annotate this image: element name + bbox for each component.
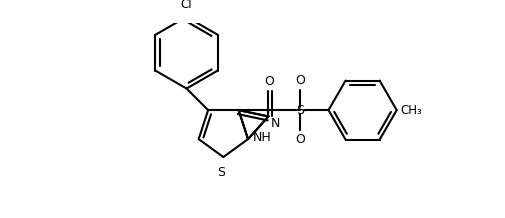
Text: O: O <box>295 133 306 146</box>
Text: CH₃: CH₃ <box>400 104 422 117</box>
Text: O: O <box>265 75 274 88</box>
Text: O: O <box>295 74 306 87</box>
Text: S: S <box>218 166 226 179</box>
Text: N: N <box>271 117 280 130</box>
Text: Cl: Cl <box>181 0 192 11</box>
Text: NH: NH <box>252 131 271 144</box>
Text: S: S <box>296 104 305 117</box>
